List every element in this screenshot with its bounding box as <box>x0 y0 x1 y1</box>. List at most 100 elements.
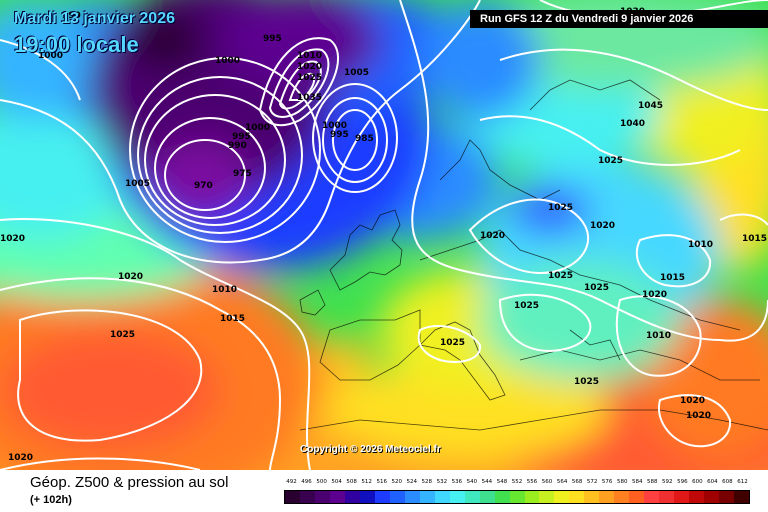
scale-label: 568 <box>571 479 583 485</box>
scale-label: 548 <box>496 479 508 485</box>
isobar-label: 1020 <box>686 411 711 421</box>
isobar-label: 1020 <box>0 234 25 244</box>
scale-swatch <box>419 491 435 503</box>
isobar-label: 1005 <box>344 68 369 78</box>
isobar-label: 1010 <box>646 331 671 341</box>
scale-label: 576 <box>601 479 613 485</box>
scale-label: 556 <box>526 479 538 485</box>
isobar-label: 1020 <box>680 396 705 406</box>
isobar-label: 1015 <box>742 234 767 244</box>
forecast-date: Mardi 13 janvier 2026 <box>14 10 175 27</box>
scale-label: 608 <box>722 479 733 485</box>
map-title: Géop. Z500 & pression au sol <box>30 474 229 491</box>
isobar-label: 1040 <box>620 119 645 129</box>
isobar-label: 970 <box>194 181 213 191</box>
scale-label: 572 <box>586 479 598 485</box>
isobar-label: 1020 <box>297 62 322 72</box>
scale-label: 500 <box>316 479 327 485</box>
forecast-time: 19:00 locale <box>14 32 139 57</box>
isobar-label: 1015 <box>220 314 245 324</box>
isobar-label: 990 <box>62 11 81 21</box>
scale-label: 604 <box>707 479 718 485</box>
isobar-label: 1035 <box>297 93 322 103</box>
scale-label: 560 <box>541 479 553 485</box>
isobar-label: 1025 <box>514 301 539 311</box>
scale-label: 612 <box>737 479 748 485</box>
scale-label: 552 <box>511 479 523 485</box>
isobar-label: 1020 <box>642 290 667 300</box>
run-info: Run GFS 12 Z du Vendredi 9 janvier 2026 <box>470 10 768 28</box>
scale-label: 536 <box>451 479 463 485</box>
isobar-label: 1005 <box>125 179 150 189</box>
scale-label: 496 <box>301 479 312 485</box>
scale-swatch <box>584 491 600 503</box>
scale-label: 588 <box>647 479 658 485</box>
isobar-labels: 990 1000 1000 995 1010 1020 1025 1035 10… <box>0 7 767 463</box>
isobar-label: 1015 <box>660 273 685 283</box>
scale-swatch <box>479 491 495 503</box>
scale-label: 504 <box>331 479 342 485</box>
scale-swatch <box>629 491 645 503</box>
scale-swatch <box>344 491 360 503</box>
isobar-label: 1025 <box>548 271 573 281</box>
scale-swatch <box>404 491 420 503</box>
scale-label: 492 <box>286 479 297 485</box>
scale-swatch <box>569 491 585 503</box>
scale-swatch <box>464 491 480 503</box>
scale-swatch <box>524 491 540 503</box>
scale-swatch <box>704 491 720 503</box>
isobar-label: 985 <box>355 134 374 144</box>
scale-swatch <box>449 491 465 503</box>
isobar-label: 1025 <box>548 203 573 213</box>
scale-swatch <box>329 491 345 503</box>
isobar-label: 990 <box>228 141 247 151</box>
copyright: Copyright © 2026 Meteociel.fr <box>300 444 441 455</box>
isobar-label: 1010 <box>297 51 322 61</box>
scale-swatch <box>494 491 510 503</box>
isobar-label: 1000 <box>245 123 270 133</box>
scale-label: 544 <box>481 479 493 485</box>
scale-label: 520 <box>391 479 402 485</box>
isobar-label: 1025 <box>574 377 599 387</box>
scale-label: 540 <box>466 479 478 485</box>
scale-swatch <box>614 491 630 503</box>
isobar-label: 1045 <box>638 101 663 111</box>
scale-label: 524 <box>406 479 418 485</box>
scale-label: 512 <box>361 479 372 485</box>
scale-label: 592 <box>662 479 673 485</box>
isobar-label: 1000 <box>322 121 347 131</box>
forecast-hour: (+ 102h) <box>30 494 72 506</box>
isobar-label: 1000 <box>215 56 240 66</box>
scale-label: 580 <box>616 479 628 485</box>
scale-swatch <box>359 491 375 503</box>
color-scale-labels: 492 496 500 504 508 512 516 520 524 528 532 536 540 5… <box>284 479 750 489</box>
color-scale-bar <box>284 490 750 504</box>
isobar-label: 1010 <box>688 240 713 250</box>
scale-swatch <box>719 491 735 503</box>
scale-swatch <box>674 491 690 503</box>
scale-swatch <box>659 491 675 503</box>
isobar-label: 1025 <box>440 338 465 348</box>
isobar-label: 1020 <box>118 272 143 282</box>
scale-swatch <box>389 491 405 503</box>
scale-swatch <box>509 491 525 503</box>
scale-label: 516 <box>376 479 387 485</box>
isobar-label: 1020 <box>8 453 33 463</box>
scale-label: 600 <box>692 479 703 485</box>
isobar-label: 995 <box>330 130 349 140</box>
isobar-label: 995 <box>232 132 251 142</box>
isobar-label: 1025 <box>584 283 609 293</box>
isobar-label: 995 <box>263 34 282 44</box>
scale-swatch <box>599 491 615 503</box>
isobar-label: 1000 <box>38 51 63 61</box>
scale-label: 508 <box>346 479 357 485</box>
scale-swatch <box>554 491 570 503</box>
isobar-label: 1010 <box>212 285 237 295</box>
scale-swatch <box>734 491 750 503</box>
isobar-label: 1025 <box>297 73 322 83</box>
scale-label: 564 <box>556 479 568 485</box>
scale-swatch <box>689 491 705 503</box>
isobar-label: 1020 <box>480 231 505 241</box>
isobar-label: 1020 <box>590 221 615 231</box>
scale-label: 528 <box>421 479 433 485</box>
